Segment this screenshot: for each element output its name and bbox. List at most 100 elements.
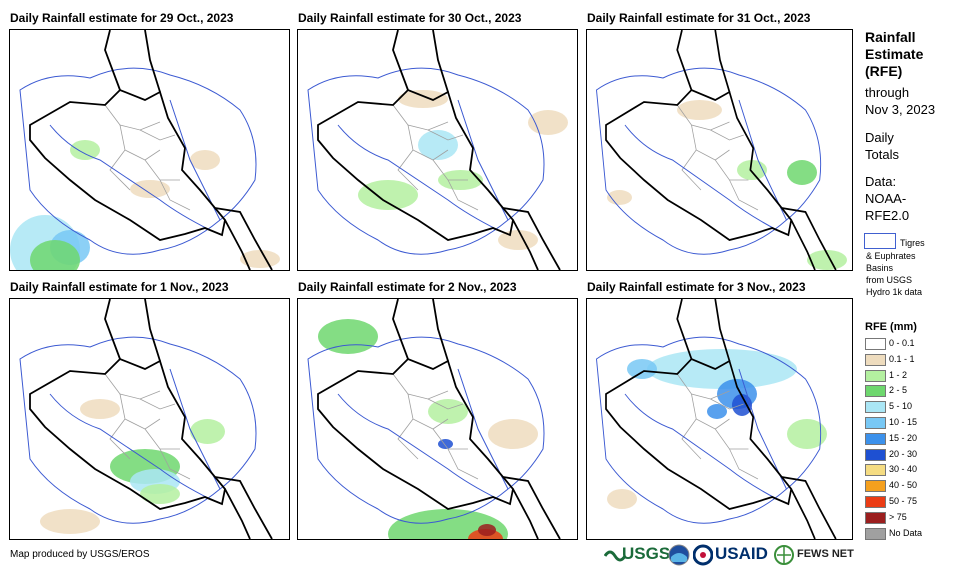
panel-title-6: Daily Rainfall estimate for 3 Nov., 2023	[587, 280, 806, 294]
basin-label-5: Hydro 1k data	[866, 287, 923, 297]
rainfall-area	[130, 180, 170, 198]
admin-boundary	[397, 418, 419, 460]
admin-boundary	[104, 373, 161, 400]
sidebar-data-source-2: RFE2.0	[865, 208, 910, 223]
map-panel-2[interactable]	[297, 29, 578, 271]
legend-item: 30 - 40	[865, 464, 960, 477]
legend-item: 40 - 50	[865, 480, 960, 493]
sidebar-daily: Daily	[865, 130, 894, 145]
panel-title-2: Daily Rainfall estimate for 30 Oct., 202…	[298, 11, 522, 25]
map-panel-1[interactable]	[9, 29, 290, 271]
legend-item: 15 - 20	[865, 432, 960, 446]
admin-boundary	[714, 428, 749, 450]
admin-boundary	[729, 179, 759, 211]
rainfall-map-3	[595, 30, 847, 270]
rainfall-area	[190, 419, 225, 444]
sidebar-title-line-1: Rainfall	[865, 29, 916, 45]
admin-boundary	[392, 104, 449, 131]
rainfall-area	[627, 359, 657, 379]
legend-swatch	[865, 432, 886, 445]
legend-swatch	[865, 464, 886, 477]
basin-label-4: from USGS	[866, 275, 913, 285]
country-border	[605, 357, 793, 510]
rainfall-area	[707, 404, 727, 419]
sidebar-totals: Totals	[865, 147, 899, 162]
country-border	[317, 357, 514, 510]
map-panel-4[interactable]	[9, 298, 290, 540]
sidebar-data-label: Data:	[865, 174, 897, 189]
map-panel-5[interactable]	[297, 298, 578, 540]
admin-boundary	[119, 124, 161, 161]
rainfall-area	[428, 399, 468, 424]
admin-boundary	[144, 159, 180, 181]
legend-swatch	[865, 385, 886, 398]
map-panel-6[interactable]	[586, 298, 853, 540]
legend-swatch	[865, 401, 886, 414]
map-panel-3[interactable]	[586, 29, 853, 271]
usaid-logo-text: USAID	[715, 544, 768, 563]
admin-boundary	[691, 124, 730, 161]
admin-boundary	[681, 418, 702, 460]
rainfall-area	[358, 180, 418, 210]
country-border	[104, 299, 161, 362]
footer-credit: Map produced by USGS/EROS	[10, 549, 150, 560]
rainfall-area	[240, 250, 280, 268]
admin-boundary	[407, 393, 449, 430]
legend-title: RFE (mm)	[865, 321, 917, 333]
legend-swatch	[865, 369, 886, 382]
rainfall-area	[398, 90, 448, 108]
legend-swatch	[865, 353, 886, 366]
basin-label-3: Basins	[866, 263, 894, 273]
admin-boundary	[729, 448, 759, 480]
country-border	[392, 299, 449, 362]
country-border	[214, 476, 273, 539]
admin-boundary	[144, 428, 180, 450]
rainfall-area	[647, 349, 797, 389]
usgs-logo-text: USGS	[622, 544, 671, 563]
rainfall-area	[30, 240, 80, 270]
country-border	[781, 207, 837, 270]
country-border	[29, 357, 226, 510]
legend-item: 0 - 0.1	[865, 338, 960, 351]
rainfall-area	[80, 399, 120, 419]
admin-boundary	[710, 129, 744, 141]
noaa-logo	[668, 542, 690, 568]
legend-label: 10 - 15	[889, 417, 918, 427]
river-basin-line	[49, 393, 211, 500]
basin-label-1: Tigres	[900, 238, 925, 248]
legend-label: > 75	[889, 511, 907, 522]
legend-label: 2 - 5	[889, 385, 908, 396]
admin-boundary	[407, 124, 449, 161]
legend-swatch	[865, 480, 886, 493]
legend-label: No Data	[889, 527, 923, 538]
rainfall-area	[737, 160, 767, 180]
fewsnet-logo-text: FEWS NET	[797, 548, 854, 560]
usaid-logo: USAID	[713, 542, 771, 568]
rainfall-area	[677, 100, 722, 120]
legend-item: 10 - 15	[865, 417, 960, 430]
admin-boundary	[159, 448, 191, 480]
legend-swatch	[865, 417, 886, 429]
river-basin-line	[624, 124, 778, 231]
legend-item: 5 - 10	[865, 401, 960, 414]
rainfall-area	[318, 319, 378, 354]
legend-swatch	[865, 448, 886, 461]
rainfall-area	[438, 439, 453, 449]
rainfall-area	[607, 190, 632, 205]
legend-item: 20 - 30	[865, 448, 960, 462]
admin-boundary	[392, 373, 449, 400]
legend-swatch	[865, 496, 886, 508]
rainfall-area	[528, 110, 568, 135]
sidebar-title-line-2: Estimate	[865, 46, 924, 62]
rainfall-area	[40, 509, 100, 534]
legend-item: > 75	[865, 511, 960, 525]
legend-item: 1 - 2	[865, 369, 960, 383]
legend-swatch	[865, 527, 886, 540]
admin-boundary	[676, 104, 730, 131]
legend-label: 0.1 - 1	[889, 353, 915, 364]
legend-label: 40 - 50	[889, 480, 918, 491]
country-border	[317, 88, 514, 241]
rainfall-map-6	[595, 299, 837, 539]
usgs-logo: USGS	[603, 542, 670, 568]
legend-item: 50 - 75	[865, 496, 960, 509]
